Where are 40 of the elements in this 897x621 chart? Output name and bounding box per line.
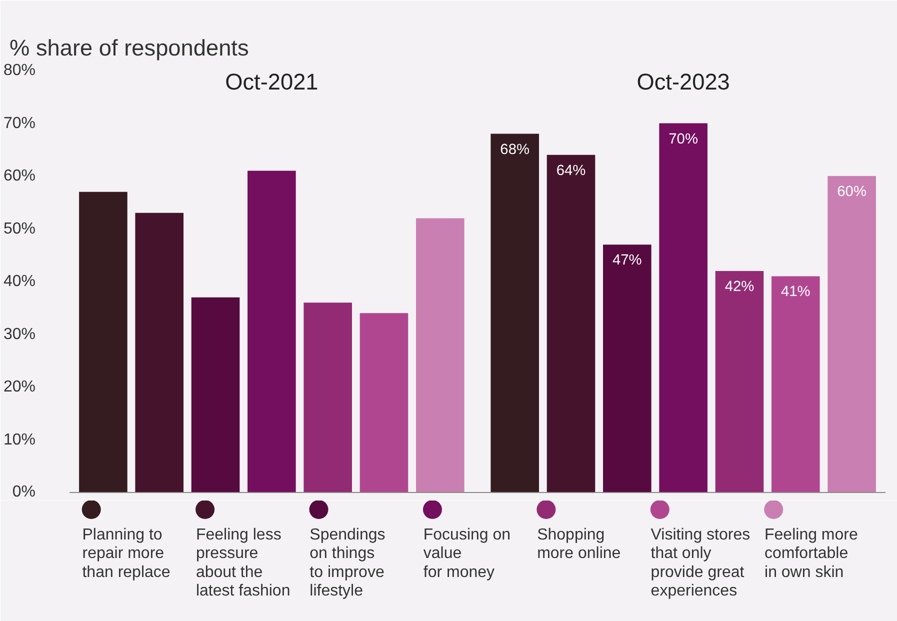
y-tick-label: 40% (3, 273, 36, 290)
data-label: 68% (500, 142, 530, 158)
bar (248, 170, 296, 492)
data-label: 60% (837, 184, 866, 200)
y-tick-label: 60% (3, 168, 36, 184)
legend-label: Shopping more online (537, 526, 621, 562)
bar (79, 192, 128, 492)
data-label: 41% (780, 284, 810, 300)
legend-label: Feeling less pressure about the latest fashion (196, 526, 290, 600)
bar (603, 244, 652, 492)
bar (490, 134, 539, 492)
bar (771, 276, 820, 492)
legend-label: Focusing on value for money (423, 526, 511, 581)
legend-label: Visiting stores that only provide great experiences (650, 526, 750, 600)
x-tick-label: Oct-2021 (225, 68, 318, 94)
y-tick-label: 80% (3, 62, 36, 79)
data-label: 42% (724, 278, 754, 295)
bar (659, 123, 708, 492)
bar (191, 297, 240, 492)
legend-label: Planning to repair more than replace (82, 526, 170, 581)
y-tick-label: 70% (3, 114, 36, 132)
bar (304, 302, 352, 492)
data-label: 64% (556, 162, 586, 179)
legend-label: Feeling more comfortable in own skin (764, 526, 858, 581)
bar (416, 218, 464, 492)
bar (135, 212, 184, 492)
bar (828, 176, 876, 492)
legend-label: Spendings on things to improve lifestyle (310, 526, 386, 600)
chart-title: % share of respondents (10, 34, 249, 60)
bar (360, 313, 408, 492)
data-label: 47% (612, 252, 642, 269)
bar (715, 270, 764, 492)
x-tick-label: Oct-2023 (636, 68, 730, 94)
bar (546, 154, 596, 492)
y-tick-label: 20% (3, 378, 36, 396)
y-tick-label: 30% (3, 326, 36, 343)
data-label: 70% (668, 131, 698, 148)
y-tick-label: 0% (12, 484, 36, 500)
y-tick-label: 10% (3, 431, 36, 448)
y-tick-label: 50% (3, 220, 36, 238)
